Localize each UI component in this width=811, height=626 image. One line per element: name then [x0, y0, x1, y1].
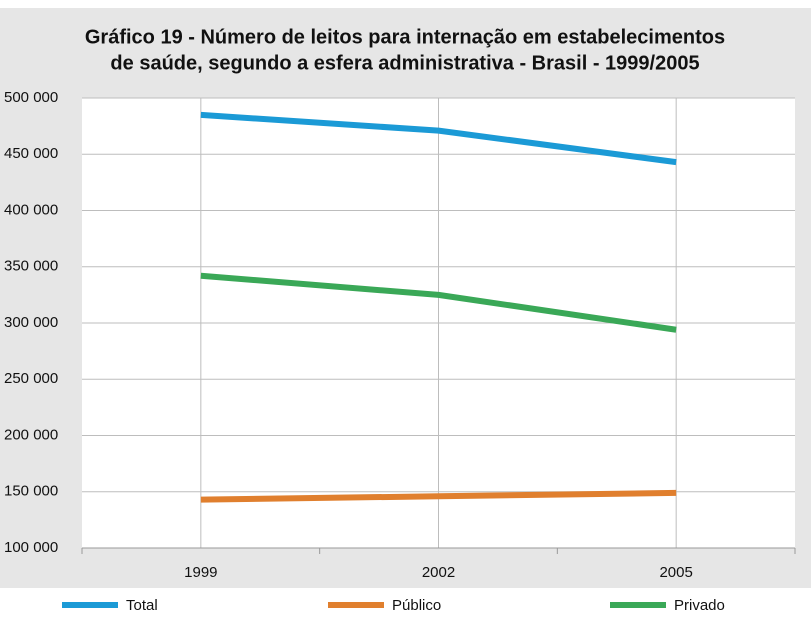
y-tick-label: 150 000 [4, 483, 58, 500]
series-line [200, 111, 677, 166]
legend-label: Total [126, 597, 158, 614]
y-tick-label: 100 000 [4, 539, 58, 556]
x-tick-label: 2002 [422, 564, 455, 581]
y-tick-label: 350 000 [4, 258, 58, 275]
chart-title: Gráfico 19 - Número de leitos para inter… [85, 26, 725, 48]
legend-label: Privado [674, 597, 725, 614]
series-line [200, 489, 677, 503]
legend-label: Público [392, 597, 441, 614]
x-tick-label: 2005 [659, 564, 692, 581]
y-tick-label: 450 000 [4, 145, 58, 162]
series-line [200, 272, 677, 333]
y-tick-label: 200 000 [4, 426, 58, 443]
y-tick-label: 300 000 [4, 314, 58, 331]
y-tick-label: 250 000 [4, 370, 58, 387]
x-tick-label: 1999 [184, 564, 217, 581]
chart-title: de saúde, segundo a esfera administrativ… [110, 52, 699, 74]
y-tick-label: 500 000 [4, 89, 58, 106]
y-tick-label: 400 000 [4, 201, 58, 218]
